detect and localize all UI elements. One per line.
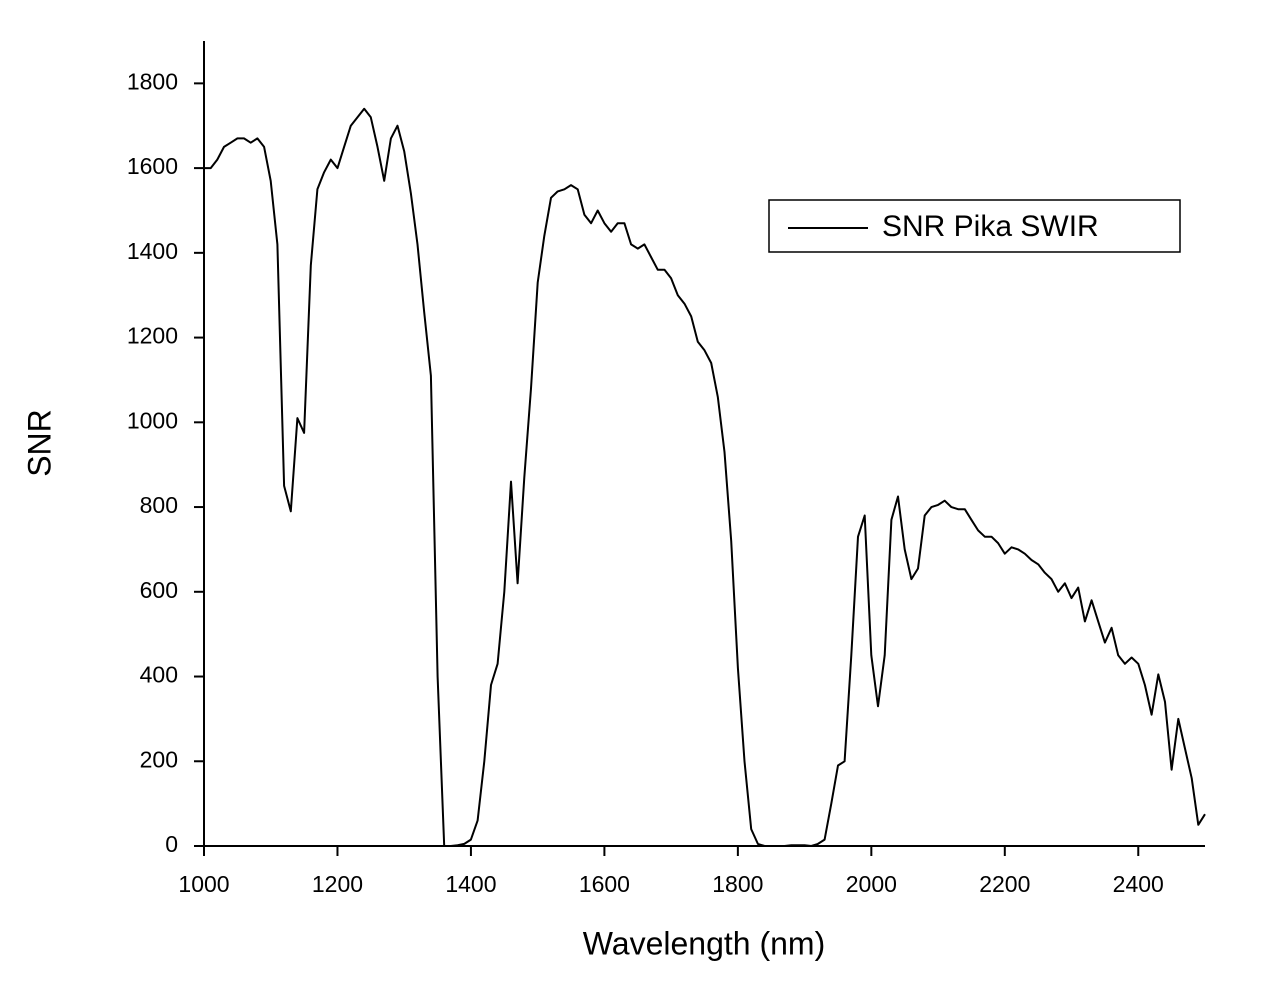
y-tick-label: 600	[140, 577, 178, 603]
y-tick-label: 0	[165, 831, 178, 857]
legend-label: SNR Pika SWIR	[882, 210, 1099, 243]
x-tick-label: 2200	[979, 871, 1030, 897]
y-tick-label: 800	[140, 492, 178, 518]
y-tick-label: 1400	[127, 238, 178, 264]
x-tick-label: 1800	[712, 871, 763, 897]
x-axis-title: Wavelength (nm)	[583, 925, 825, 961]
y-tick-label: 1200	[127, 323, 178, 349]
y-axis-title: SNR	[21, 409, 57, 477]
x-tick-label: 1200	[312, 871, 363, 897]
x-tick-label: 2400	[1113, 871, 1164, 897]
y-tick-label: 400	[140, 662, 178, 688]
legend-box	[768, 199, 1181, 253]
series-line	[204, 107, 1206, 847]
y-tick-label: 200	[140, 746, 178, 772]
x-tick-label: 1600	[579, 871, 630, 897]
x-tick-label: 1000	[178, 871, 229, 897]
x-tick-label: 2000	[846, 871, 897, 897]
x-tick-label: 1400	[445, 871, 496, 897]
y-tick-label: 1600	[127, 153, 178, 179]
y-tick-label: 1000	[127, 407, 178, 433]
y-tick-label: 1800	[127, 68, 178, 94]
